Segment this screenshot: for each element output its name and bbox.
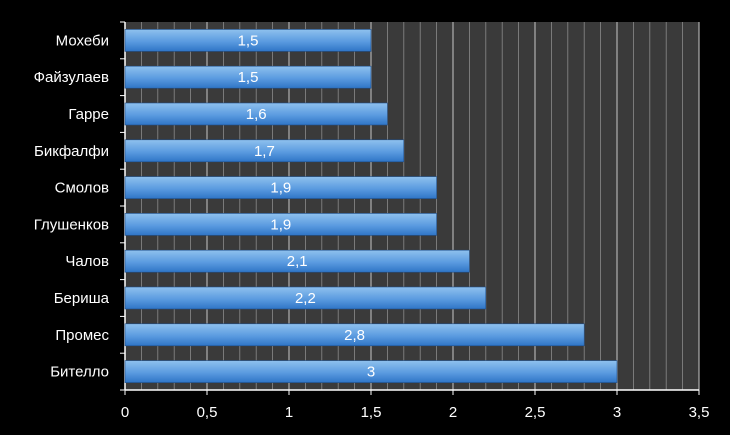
bar <box>124 213 437 236</box>
category-label: Файзулаев <box>34 69 109 86</box>
category-label: Промес <box>55 327 109 344</box>
x-tick-label: 0,5 <box>197 404 218 421</box>
data-label: 3 <box>367 364 375 381</box>
bar <box>124 176 437 199</box>
x-tick-label: 3 <box>613 404 621 421</box>
data-label: 1,9 <box>270 216 291 233</box>
x-tick-label: 3,5 <box>689 404 710 421</box>
x-tick-labels: 0 0,5 1 1,5 2 2,5 3 3,5 <box>121 390 710 421</box>
category-label: Чалов <box>65 253 109 270</box>
bar <box>124 323 585 347</box>
x-tick-label: 2,5 <box>525 404 546 421</box>
category-label: Бителло <box>50 364 109 381</box>
data-label: 1,5 <box>238 69 259 86</box>
category-label: Бикфалфи <box>34 143 109 160</box>
bars-group: 1,5 1,5 1,6 1,7 1,9 1,9 2,1 2,2 2,8 3 <box>124 29 618 383</box>
x-tick-label: 0 <box>121 404 129 421</box>
data-label: 1,7 <box>254 143 275 160</box>
category-label: Бериша <box>54 290 110 307</box>
category-label: Глушенков <box>34 216 109 233</box>
x-tick-label: 1 <box>285 404 293 421</box>
category-labels: Мохеби Файзулаев Гарре Бикфалфи Смолов Глушен… <box>34 32 110 380</box>
bar <box>124 360 618 383</box>
bar <box>124 286 487 310</box>
x-tick-label: 2 <box>449 404 457 421</box>
data-label: 2,1 <box>287 253 308 270</box>
category-label: Гарре <box>68 106 109 123</box>
bar <box>124 249 470 273</box>
category-label: Смолов <box>55 180 109 197</box>
bar <box>124 65 372 89</box>
bar <box>124 139 405 163</box>
data-label: 1,6 <box>246 106 267 123</box>
data-label: 1,9 <box>270 180 291 197</box>
data-label: 2,2 <box>295 290 316 307</box>
bar <box>124 29 372 52</box>
category-label: Мохеби <box>56 32 109 49</box>
data-label: 2,8 <box>344 327 365 344</box>
data-label: 1,5 <box>238 32 259 49</box>
bar <box>124 102 388 126</box>
x-tick-label: 1,5 <box>361 404 382 421</box>
